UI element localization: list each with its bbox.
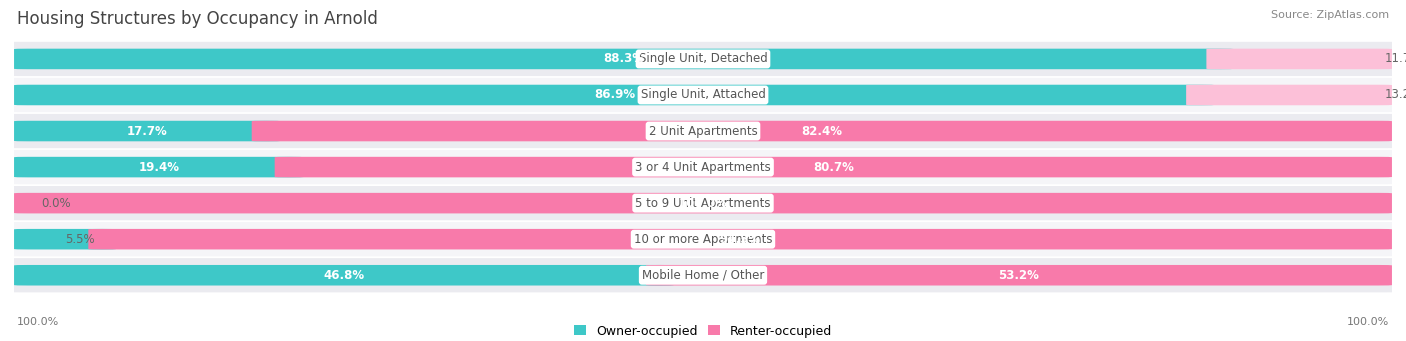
Text: 94.5%: 94.5% [720,233,761,246]
Text: Housing Structures by Occupancy in Arnold: Housing Structures by Occupancy in Arnol… [17,10,378,28]
FancyBboxPatch shape [1206,49,1392,69]
Text: 13.2%: 13.2% [1385,89,1406,102]
FancyBboxPatch shape [14,49,1234,69]
Text: 46.8%: 46.8% [323,269,364,282]
FancyBboxPatch shape [0,258,1406,292]
Text: 5 to 9 Unit Apartments: 5 to 9 Unit Apartments [636,197,770,210]
Text: Single Unit, Detached: Single Unit, Detached [638,53,768,65]
Text: 5.5%: 5.5% [66,233,96,246]
Legend: Owner-occupied, Renter-occupied: Owner-occupied, Renter-occupied [568,320,838,341]
FancyBboxPatch shape [1187,85,1392,105]
Text: 86.9%: 86.9% [593,89,636,102]
Text: 100.0%: 100.0% [17,317,59,327]
Text: 2 Unit Apartments: 2 Unit Apartments [648,124,758,137]
Text: 88.3%: 88.3% [603,53,644,65]
Text: Mobile Home / Other: Mobile Home / Other [641,269,765,282]
Text: 11.7%: 11.7% [1385,53,1406,65]
FancyBboxPatch shape [0,150,1406,184]
Text: Source: ZipAtlas.com: Source: ZipAtlas.com [1271,10,1389,20]
Text: Single Unit, Attached: Single Unit, Attached [641,89,765,102]
Text: 17.7%: 17.7% [127,124,167,137]
FancyBboxPatch shape [645,265,1392,285]
Text: 10 or more Apartments: 10 or more Apartments [634,233,772,246]
FancyBboxPatch shape [14,265,673,285]
FancyBboxPatch shape [0,222,1406,256]
FancyBboxPatch shape [89,229,1392,250]
FancyBboxPatch shape [252,121,1392,141]
FancyBboxPatch shape [0,78,1406,112]
Text: 19.4%: 19.4% [138,161,180,174]
Text: 53.2%: 53.2% [998,269,1039,282]
FancyBboxPatch shape [14,157,304,177]
Text: 80.7%: 80.7% [813,161,853,174]
FancyBboxPatch shape [274,157,1392,177]
Text: 100.0%: 100.0% [1347,317,1389,327]
FancyBboxPatch shape [14,229,115,250]
FancyBboxPatch shape [14,121,281,141]
FancyBboxPatch shape [14,85,1215,105]
FancyBboxPatch shape [0,186,1406,220]
Text: 82.4%: 82.4% [801,124,842,137]
Text: 3 or 4 Unit Apartments: 3 or 4 Unit Apartments [636,161,770,174]
FancyBboxPatch shape [0,42,1406,76]
FancyBboxPatch shape [14,193,1392,213]
FancyBboxPatch shape [0,114,1406,148]
Text: 100.0%: 100.0% [679,197,727,210]
Text: 0.0%: 0.0% [42,197,72,210]
